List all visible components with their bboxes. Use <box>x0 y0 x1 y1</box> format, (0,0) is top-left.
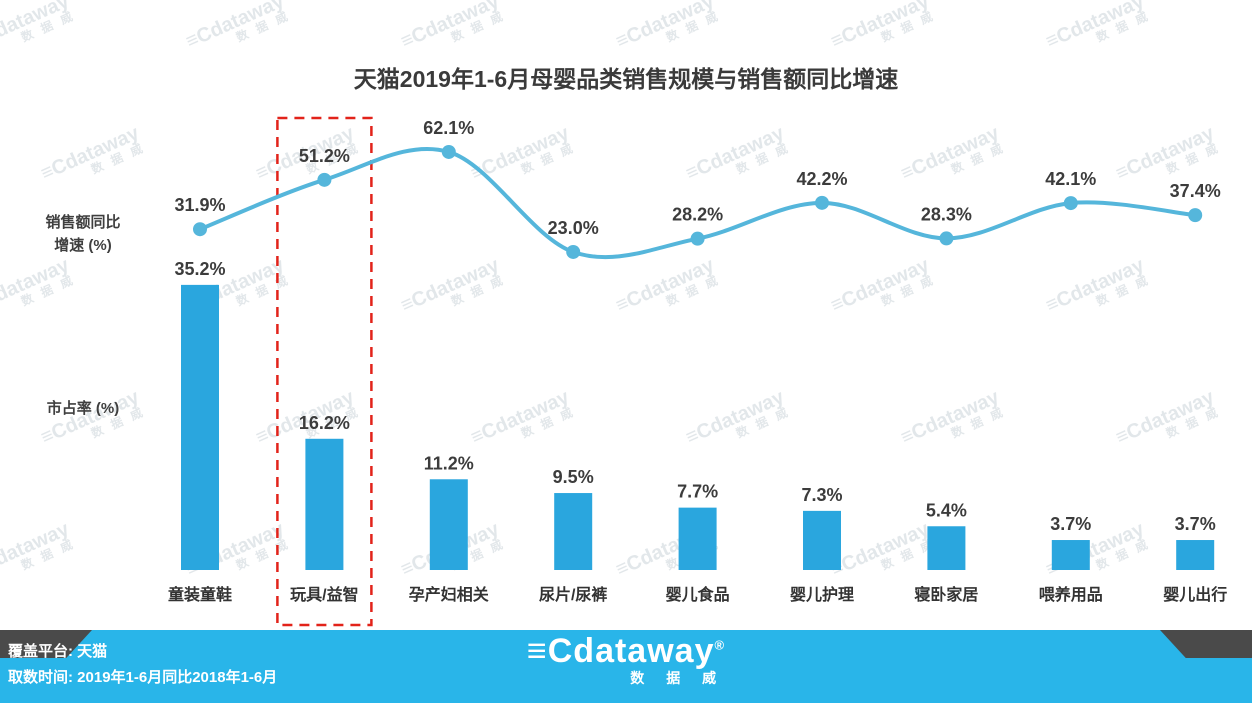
bar-value-label: 11.2% <box>424 453 474 473</box>
registered-mark: ® <box>714 637 726 653</box>
line-value-label: 37.4% <box>1170 181 1221 201</box>
bar-value-label: 7.3% <box>801 485 842 505</box>
line-marker <box>566 244 581 259</box>
category-label: 尿片/尿裤 <box>539 585 607 604</box>
line-value-label: 51.2% <box>299 146 350 166</box>
line-marker <box>690 231 705 246</box>
combo-chart: 35.2% 童装童鞋 16.2% 玩具/益智 11.2% 孕产妇相关 9.5% 尿片/尿裤 7.… <box>168 116 1227 627</box>
line-marker <box>317 172 332 187</box>
bar-value-label: 7.7% <box>677 482 718 502</box>
line-axis-label: 销售额同比 增速 (%) <box>45 214 121 254</box>
category-label: 喂养用品 <box>1039 585 1103 604</box>
highlight-box <box>276 116 373 627</box>
bar-value-label: 3.7% <box>1175 514 1216 534</box>
footer-platform: 覆盖平台: 天猫 <box>8 643 108 660</box>
line-value-label: 28.3% <box>921 204 972 224</box>
bar <box>803 510 841 570</box>
line-value-label: 62.1% <box>423 118 474 138</box>
category-label: 寝卧家居 <box>914 585 978 604</box>
line-value-label: 23.0% <box>548 218 599 238</box>
line-value-label: 42.2% <box>796 169 847 189</box>
line-marker <box>193 222 207 237</box>
footer-info: 覆盖平台: 天猫 取数时间: 2019年1-6月同比2018年1-6月 <box>8 639 277 692</box>
bar <box>678 507 717 570</box>
line-value-label: 28.2% <box>672 205 723 225</box>
category-label: 婴儿护理 <box>790 585 854 604</box>
bar-value-label: 5.4% <box>926 500 967 520</box>
category-label: 孕产妇相关 <box>409 585 489 604</box>
category-label: 玩具/益智 <box>290 585 358 604</box>
corner-decoration-right <box>1160 630 1252 658</box>
line-value-label: 42.1% <box>1045 169 1096 189</box>
bar <box>429 479 468 570</box>
category-label: 童装童鞋 <box>168 585 232 604</box>
bar <box>305 438 344 570</box>
bar <box>927 526 966 570</box>
line-marker <box>1063 196 1078 211</box>
brand-logo-subtext: 数 据 威 <box>630 669 726 686</box>
bar <box>1051 540 1090 570</box>
bar-value-label: 9.5% <box>553 467 594 487</box>
line-marker <box>939 231 954 246</box>
line-marker <box>1188 208 1203 223</box>
bar <box>181 284 219 570</box>
line-marker <box>815 195 829 210</box>
bar <box>554 493 593 570</box>
footer: 覆盖平台: 天猫 取数时间: 2019年1-6月同比2018年1-6月 ≡Cda… <box>0 630 1252 703</box>
category-label: 婴儿出行 <box>1163 585 1227 604</box>
bar-value-label: 16.2% <box>299 413 350 433</box>
category-label: 婴儿食品 <box>666 585 730 604</box>
line-marker <box>441 144 456 159</box>
brand-logo-text: ≡Cdataway® <box>526 632 726 670</box>
bar <box>1176 540 1215 570</box>
bar-value-label: 35.2% <box>174 259 225 279</box>
brand-logo: ≡Cdataway® 数 据 威 <box>526 632 726 686</box>
line-value-label: 31.9% <box>174 195 225 215</box>
chart-title: 天猫2019年1-6月母婴品类销售规模与销售额同比增速 <box>353 66 899 92</box>
footer-time: 取数时间: 2019年1-6月同比2018年1-6月 <box>8 669 278 687</box>
bar-value-label: 3.7% <box>1050 514 1091 534</box>
bar-axis-label: 市占率 (%) <box>46 400 120 417</box>
